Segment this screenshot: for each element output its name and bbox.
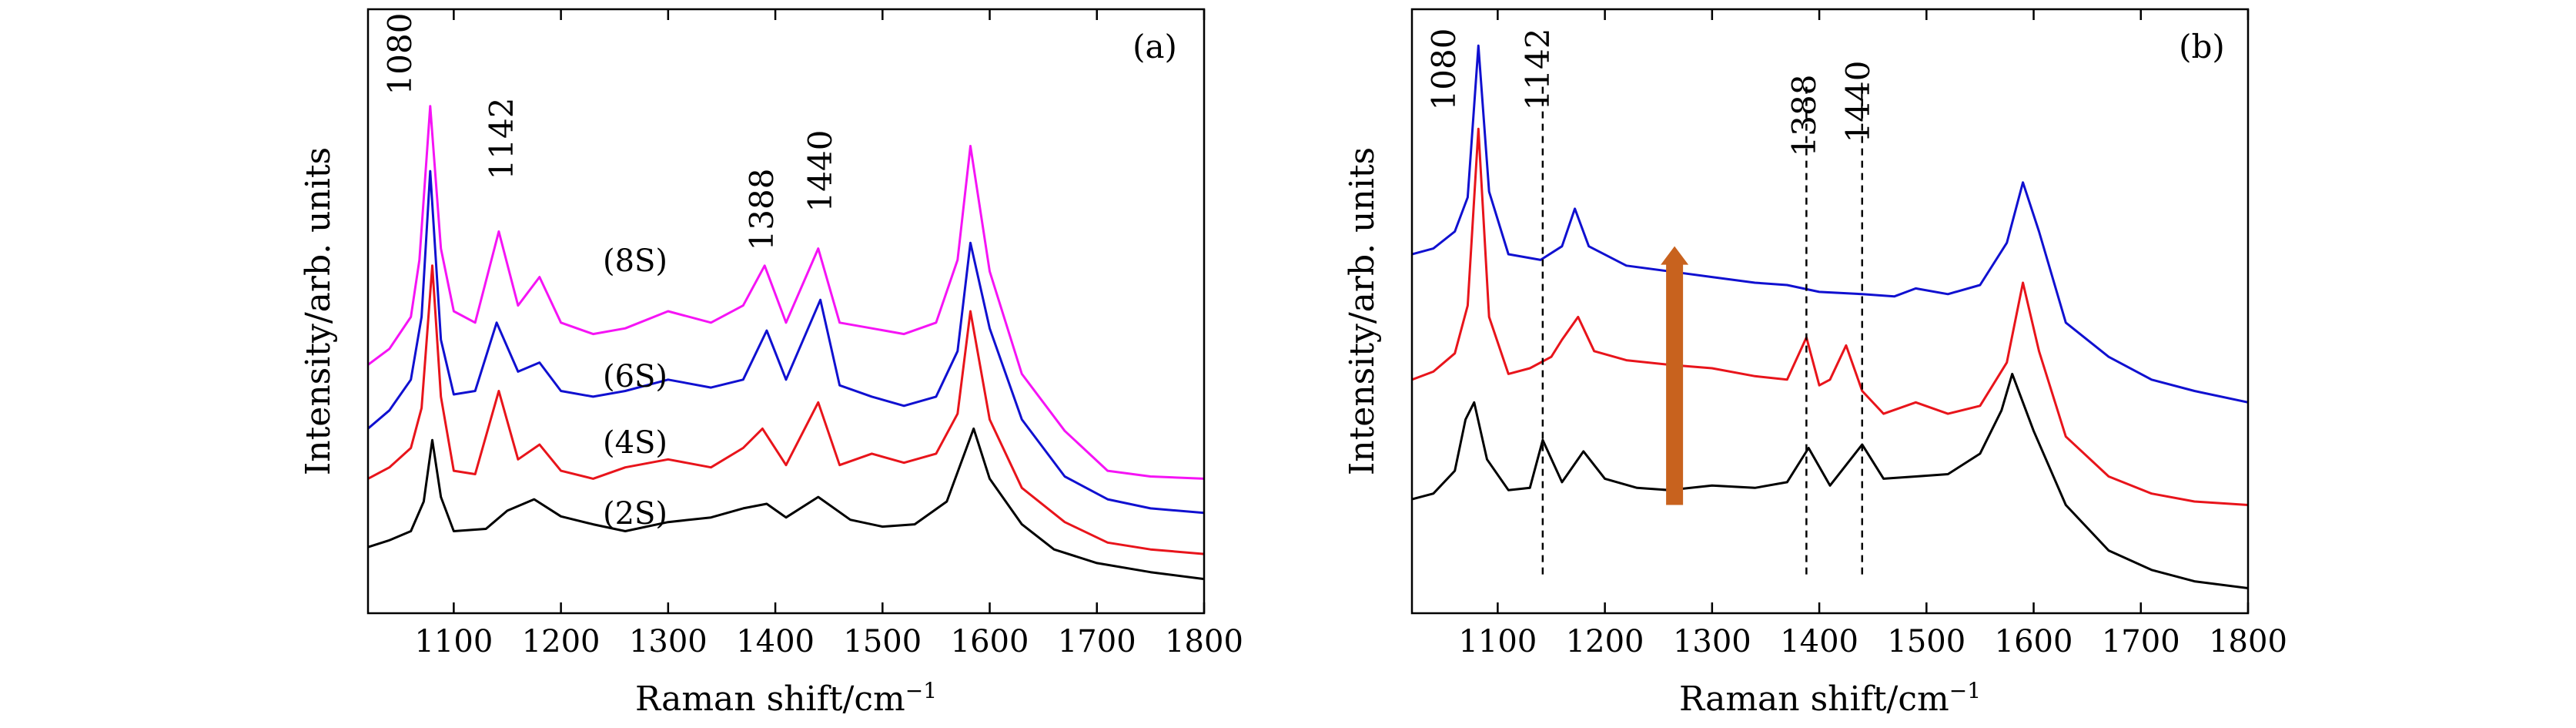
plot-frame-b	[1410, 8, 2250, 615]
x-tick-label-a-1300: 1300	[629, 624, 708, 659]
series-line-a-2	[368, 169, 1204, 515]
x-ticks-a: 1100 1200 1300 1400 1500 1600 1700 1800	[414, 9, 1243, 659]
x-tick-label-a-1400: 1400	[736, 624, 815, 659]
x-tick-label-a-1800: 1800	[1165, 624, 1243, 659]
curve-label-2s: (2S)	[603, 496, 667, 532]
series-line-b-0	[1412, 372, 2248, 589]
x-tick-label-a-1200: 1200	[522, 624, 601, 659]
arrow-shaft	[1666, 263, 1684, 505]
x-axis-label-a: Raman shift/cm−1	[635, 678, 937, 719]
series-line-b-1	[1412, 127, 2248, 506]
x-tick-label-b-1100: 1100	[1458, 624, 1537, 659]
series-line-a-1	[368, 264, 1204, 555]
peak-label-a-1388: 1388	[743, 169, 781, 251]
x-tick-label-a-1500: 1500	[843, 624, 922, 659]
increase-arrow	[1661, 246, 1689, 505]
peak-label-b-1440: 1440	[1839, 61, 1877, 143]
x-ticks-b: 1100 1200 1300 1400 1500 1600 1700 1800	[1458, 9, 2287, 659]
x-tick-label-a-1600: 1600	[951, 624, 1029, 659]
plot-frame-a	[366, 8, 1206, 615]
panel-label-b: (b)	[2179, 28, 2225, 65]
x-tick-label-a-1700: 1700	[1058, 624, 1136, 659]
dashed-lines-b	[1541, 86, 1864, 577]
x-tick-label-b-1500: 1500	[1887, 624, 1965, 659]
curves-a	[368, 105, 1204, 581]
peak-label-a-1440: 1440	[801, 130, 839, 213]
x-tick-label-b-1600: 1600	[1995, 624, 2073, 659]
series-line-a-3	[368, 105, 1204, 480]
x-tick-label-b-1300: 1300	[1673, 624, 1751, 659]
series-line-b-2	[1412, 44, 2248, 404]
series-line-a-0	[368, 427, 1204, 581]
curve-label-4s: (4S)	[603, 425, 667, 461]
peak-label-b-1142: 1142	[1519, 29, 1557, 111]
panel-label-a: (a)	[1132, 28, 1177, 65]
curve-label-8s: (8S)	[603, 243, 667, 279]
y-axis-label-b: Intensity/arb. units	[1343, 147, 1382, 475]
x-tick-label-b-1400: 1400	[1780, 624, 1858, 659]
peak-label-a-1080: 1080	[381, 13, 419, 96]
panel-a: 1100 1200 1300 1400 1500 1600 1700 1800 (a) 108…	[299, 8, 1243, 719]
peak-label-a-1142: 1142	[483, 98, 520, 180]
y-axis-label-a: Intensity/arb. units	[299, 147, 338, 475]
x-axis-label-b: Raman shift/cm−1	[1679, 678, 1981, 719]
peak-label-b-1388: 1388	[1785, 75, 1823, 157]
x-tick-label-a-1100: 1100	[414, 624, 493, 659]
arrow-head	[1661, 246, 1689, 265]
peak-label-b-1080: 1080	[1425, 29, 1463, 111]
panel-b: 1100 1200 1300 1400 1500 1600 1700 1800 (b) 108…	[1343, 8, 2287, 719]
curves-b	[1412, 44, 2248, 589]
x-tick-label-b-1700: 1700	[2102, 624, 2180, 659]
x-tick-label-b-1800: 1800	[2209, 624, 2287, 659]
x-tick-label-b-1200: 1200	[1566, 624, 1644, 659]
curve-label-6s: (6S)	[603, 359, 667, 394]
